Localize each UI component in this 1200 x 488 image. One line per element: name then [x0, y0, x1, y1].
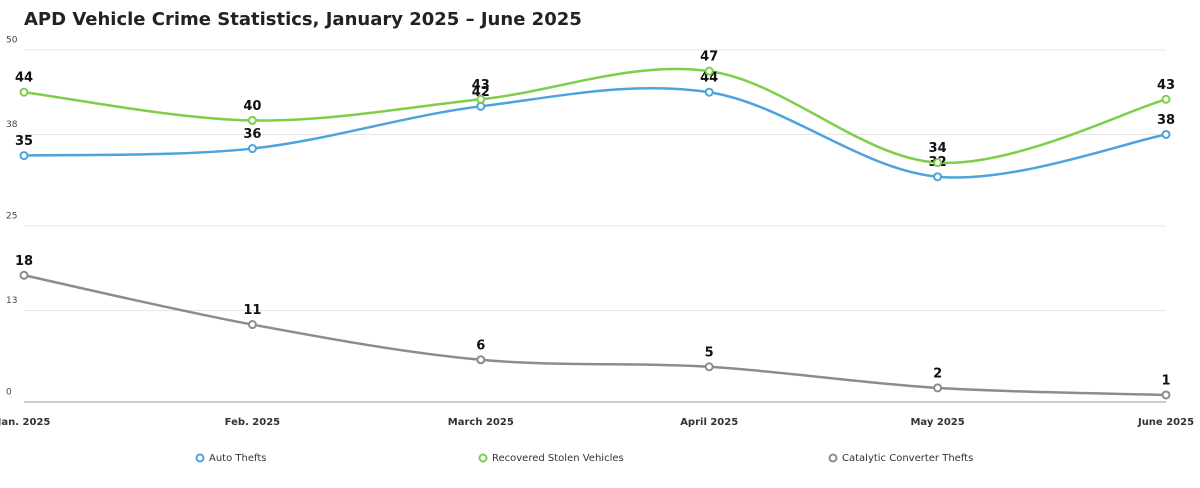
legend-item: Recovered Stolen Vehicles: [478, 453, 624, 464]
chart-title: APD Vehicle Crime Statistics, January 20…: [24, 9, 582, 30]
data-label: 40: [243, 99, 261, 114]
point: [933, 383, 943, 393]
x-tick-label: April 2025: [680, 417, 738, 428]
data-label: 47: [700, 50, 718, 65]
point: [1161, 129, 1171, 139]
legend-label: Catalytic Converter Thefts: [842, 453, 973, 464]
point: [704, 87, 714, 97]
point: [1161, 390, 1171, 400]
data-label: 44: [15, 71, 33, 86]
legend-label: Auto Thefts: [209, 453, 266, 464]
point: [1161, 94, 1171, 104]
legend-marker: [828, 453, 838, 463]
series-line: [23, 67, 1167, 165]
y-tick-label: 50: [6, 36, 18, 46]
point: [704, 66, 714, 76]
legend-marker: [478, 453, 488, 463]
point: [476, 355, 486, 365]
x-tick-label: March 2025: [448, 417, 514, 428]
x-tick-label: May 2025: [910, 417, 964, 428]
y-tick-label: 13: [6, 296, 17, 306]
x-tick-label: June 2025: [1137, 417, 1194, 428]
data-label: 34: [929, 141, 947, 156]
series-line: [23, 274, 1167, 397]
data-label: 5: [705, 345, 714, 360]
point: [933, 158, 943, 168]
point: [247, 115, 257, 125]
y-tick-label: 38: [6, 120, 18, 130]
series-line: [23, 86, 1167, 179]
y-tick-label: 25: [6, 212, 17, 222]
data-label: 1: [1161, 373, 1170, 388]
data-label: 38: [1157, 113, 1175, 128]
data-label: 44: [700, 71, 718, 86]
legend-item: Catalytic Converter Thefts: [828, 453, 973, 464]
point: [476, 101, 486, 111]
point: [19, 87, 29, 97]
data-label: 11: [243, 303, 261, 318]
legend-marker: [195, 453, 205, 463]
point: [476, 94, 486, 104]
legend-item: Auto Thefts: [195, 453, 266, 464]
point: [933, 172, 943, 182]
x-tick-label: Feb. 2025: [225, 417, 281, 428]
point: [704, 362, 714, 372]
data-label: 42: [472, 85, 490, 100]
point: [19, 151, 29, 161]
x-tick-label: Jan. 2025: [0, 417, 50, 428]
point: [19, 270, 29, 280]
data-label: 43: [1157, 78, 1175, 93]
data-label: 43: [472, 78, 490, 93]
legend-label: Recovered Stolen Vehicles: [492, 453, 624, 464]
y-tick-label: 0: [6, 388, 12, 398]
point: [247, 320, 257, 330]
data-label: 36: [243, 127, 261, 142]
point: [247, 144, 257, 154]
data-label: 6: [476, 338, 485, 353]
data-label: 2: [933, 366, 942, 381]
data-label: 18: [15, 254, 33, 269]
data-label: 35: [15, 134, 33, 149]
